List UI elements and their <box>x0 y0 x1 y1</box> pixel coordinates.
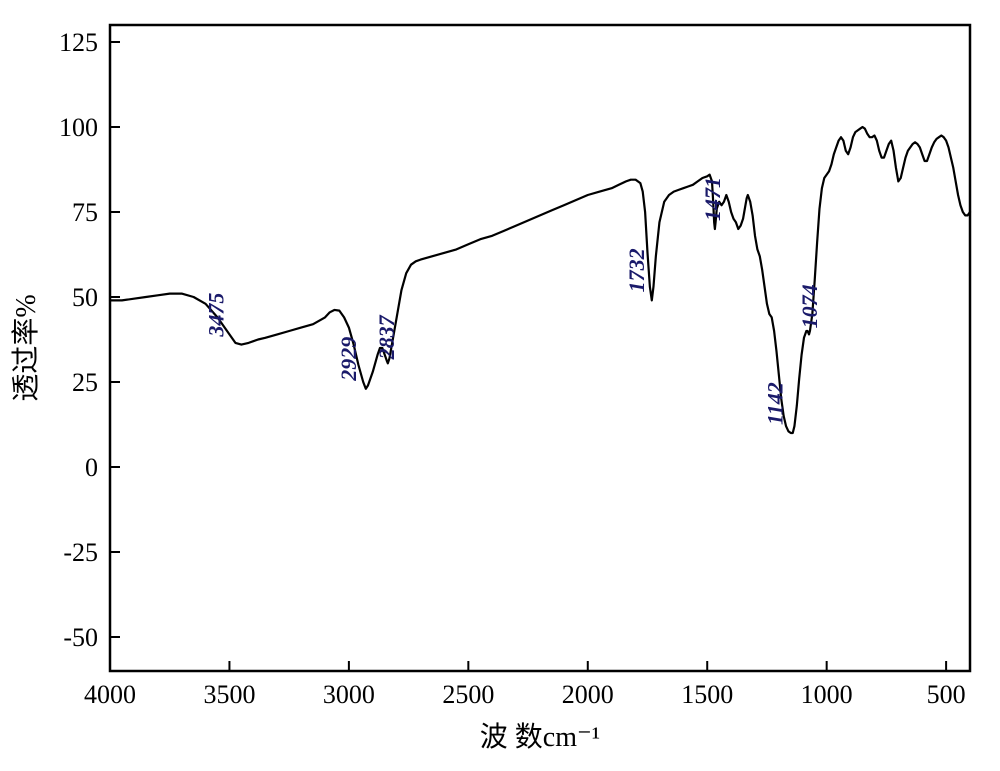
svg-text:125: 125 <box>59 28 98 57</box>
chart-svg: 4000 3500 3000 2500 2000 1500 1000 500 -50 -25 0 25… <box>0 0 1000 771</box>
svg-text:-25: -25 <box>63 538 98 567</box>
svg-text:25: 25 <box>72 368 98 397</box>
svg-text:500: 500 <box>927 680 966 709</box>
svg-text:3500: 3500 <box>203 680 255 709</box>
svg-text:100: 100 <box>59 113 98 142</box>
svg-text:2929: 2929 <box>336 337 361 382</box>
svg-text:1500: 1500 <box>681 680 733 709</box>
svg-text:透过率%: 透过率% <box>10 294 42 401</box>
svg-text:2837: 2837 <box>374 314 399 360</box>
svg-text:50: 50 <box>72 283 98 312</box>
ir-spectrum-chart: 4000 3500 3000 2500 2000 1500 1000 500 -50 -25 0 25… <box>0 0 1000 771</box>
svg-text:3475: 3475 <box>203 293 228 338</box>
svg-text:75: 75 <box>72 198 98 227</box>
svg-text:-50: -50 <box>63 623 98 652</box>
svg-text:3000: 3000 <box>323 680 375 709</box>
svg-text:波 数cm⁻¹: 波 数cm⁻¹ <box>480 721 600 753</box>
svg-text:0: 0 <box>85 453 98 482</box>
svg-text:2500: 2500 <box>442 680 494 709</box>
svg-text:1142: 1142 <box>763 382 788 425</box>
svg-text:1732: 1732 <box>624 248 649 292</box>
svg-text:2000: 2000 <box>562 680 614 709</box>
svg-text:1074: 1074 <box>797 284 822 328</box>
svg-text:1471: 1471 <box>700 177 725 221</box>
svg-text:4000: 4000 <box>84 680 136 709</box>
svg-text:1000: 1000 <box>801 680 853 709</box>
